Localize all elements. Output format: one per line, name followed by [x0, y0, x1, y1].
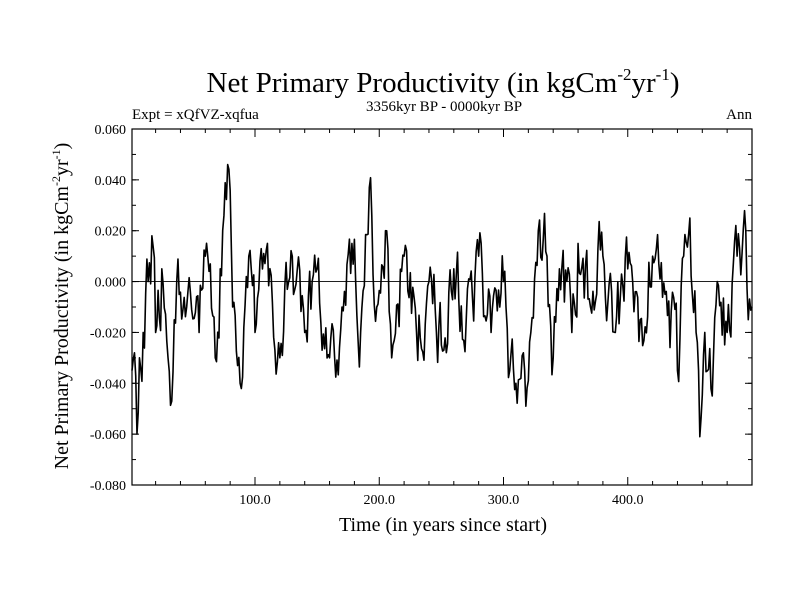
y-tick-label: 0.000: [95, 276, 127, 291]
x-tick-label: 300.0: [488, 493, 520, 508]
x-axis: 100.0 200.0 300.0 400.0: [155, 129, 728, 508]
y-tick-label: -0.080: [90, 479, 126, 494]
y-axis-title: Net Primary Productivity (in kgCm-2yr-1): [49, 143, 73, 470]
chart-title-main: Net Primary Productivity (in kgCm: [207, 67, 618, 99]
time-range-subtitle: 3356kyr BP - 0000kyr BP: [366, 99, 522, 115]
y-tick-label: -0.040: [90, 377, 126, 392]
y-axis-title-mid: yr: [51, 159, 73, 176]
y-axis-title-sup1: -2: [49, 176, 63, 186]
y-tick-label: -0.060: [90, 428, 126, 443]
y-tick-label: 0.040: [95, 174, 127, 189]
npp-series-line: [131, 163, 753, 438]
x-tick-label: 200.0: [364, 493, 396, 508]
plot-frame: [131, 128, 753, 486]
experiment-label: Expt = xQfVZ-xqfua: [132, 107, 259, 123]
chart-title-end: ): [670, 67, 680, 99]
chart-title-sup2: -1: [656, 65, 670, 84]
y-tick-label: 0.020: [95, 225, 127, 240]
y-axis-title-main: Net Primary Productivity (in kgCm: [51, 186, 73, 470]
x-axis-title: Time (in years since start): [339, 514, 547, 536]
y-axis: -0.080 -0.060 -0.040 -0.020 0.000 0.020 0.040 0…: [90, 123, 752, 494]
x-tick-label: 400.0: [612, 493, 644, 508]
y-tick-label: 0.060: [95, 123, 127, 138]
x-tick-label: 100.0: [239, 493, 271, 508]
chart-title: Net Primary Productivity (in kgCm-2yr-1): [207, 65, 680, 99]
chart-title-sup1: -2: [617, 65, 631, 84]
y-axis-title-end: ): [51, 143, 73, 150]
y-tick-label: -0.020: [90, 326, 126, 341]
chart-title-mid: yr: [631, 67, 656, 99]
season-label: Ann: [726, 107, 752, 123]
y-axis-title-sup2: -1: [49, 149, 63, 159]
